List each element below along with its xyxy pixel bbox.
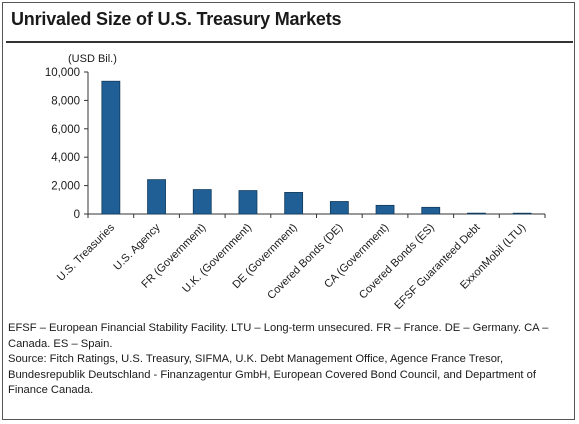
y-tick-label: 10,000	[45, 67, 80, 79]
bar	[421, 206, 441, 215]
y-tick-label: 2,000	[51, 181, 80, 193]
bar	[192, 189, 212, 215]
chart-notes: EFSF – European Financial Stability Faci…	[8, 321, 568, 399]
bar	[101, 80, 121, 215]
y-tick-label: 8,000	[51, 95, 80, 107]
chart-title: Unrivaled Size of U.S. Treasury Markets	[11, 9, 342, 29]
y-tick-label: 6,000	[51, 124, 80, 136]
bar	[512, 212, 532, 215]
source-note: Source: Fitch Ratings, U.S. Treasury, SI…	[8, 353, 536, 397]
x-axis	[87, 213, 546, 218]
title-rule	[6, 41, 573, 43]
x-tick-label: Covered Bonds (DE)	[265, 222, 345, 302]
x-tick-label: U.S. Treasuries	[55, 221, 117, 283]
bar	[284, 192, 304, 215]
y-tick-label: 4,000	[51, 152, 80, 164]
bar	[238, 190, 258, 215]
x-tick-label: Covered Bonds (ES)	[357, 222, 437, 302]
abbreviations-note: EFSF – European Financial Stability Faci…	[8, 322, 549, 350]
y-tick-label: 0	[74, 209, 80, 221]
x-tick-label: EFSF Guaranteed Debt	[392, 222, 482, 312]
bar	[329, 201, 349, 215]
bars	[101, 80, 532, 215]
bar	[147, 179, 166, 215]
y-axis: 0 2,000 4,000 6,000 8,000 10,000	[45, 67, 89, 221]
unit-label: (USD Bil.)	[68, 53, 117, 65]
bar	[467, 212, 486, 215]
bar	[375, 204, 395, 215]
